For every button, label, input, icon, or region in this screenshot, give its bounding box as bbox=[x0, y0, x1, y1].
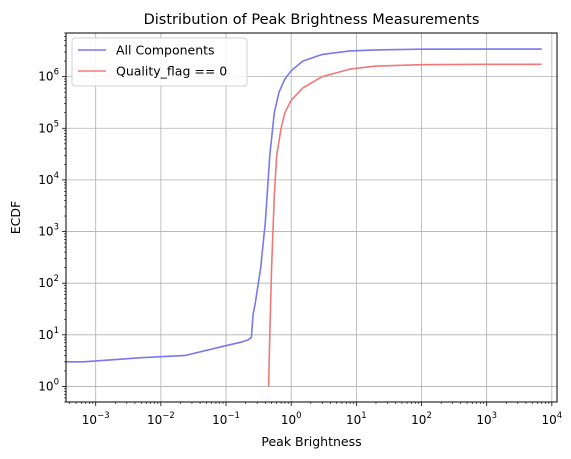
x-tick-label: 10−1 bbox=[212, 411, 240, 427]
x-tick-label: 101 bbox=[346, 411, 367, 427]
legend-box bbox=[71, 37, 248, 87]
x-tick-label: 10−3 bbox=[82, 411, 110, 427]
y-tick-label: 103 bbox=[38, 223, 59, 239]
series-line-all-components bbox=[66, 48, 542, 363]
x-tick-label: 102 bbox=[411, 411, 432, 427]
series-layer bbox=[66, 48, 542, 387]
y-tick-label: 106 bbox=[38, 68, 59, 84]
legend: All Components Quality_flag == 0 bbox=[71, 37, 248, 87]
y-tick-label: 105 bbox=[38, 119, 59, 135]
grid-layer bbox=[66, 33, 557, 402]
x-tick-label: 10−2 bbox=[147, 411, 175, 427]
tick-layer: 10−3 10−2 10−1 100 101 102 103 104 100 101 102 103 1… bbox=[38, 32, 562, 427]
y-tick-label: 104 bbox=[38, 171, 59, 187]
legend-label: All Components bbox=[116, 43, 215, 58]
legend-label: Quality_flag == 0 bbox=[116, 64, 227, 79]
x-axis-label: Peak Brightness bbox=[261, 434, 361, 449]
chart-title: Distribution of Peak Brightness Measurem… bbox=[144, 12, 480, 28]
plot-frame bbox=[65, 32, 558, 403]
y-tick-label: 102 bbox=[38, 274, 59, 290]
y-tick-label: 100 bbox=[38, 377, 59, 393]
x-tick-label: 104 bbox=[541, 411, 562, 427]
x-tick-label: 100 bbox=[281, 411, 302, 427]
x-tick-label: 103 bbox=[476, 411, 497, 427]
y-axis-label: ECDF bbox=[8, 201, 23, 234]
series-line-quality-flag-0 bbox=[267, 63, 542, 387]
y-tick-label: 101 bbox=[38, 326, 59, 342]
